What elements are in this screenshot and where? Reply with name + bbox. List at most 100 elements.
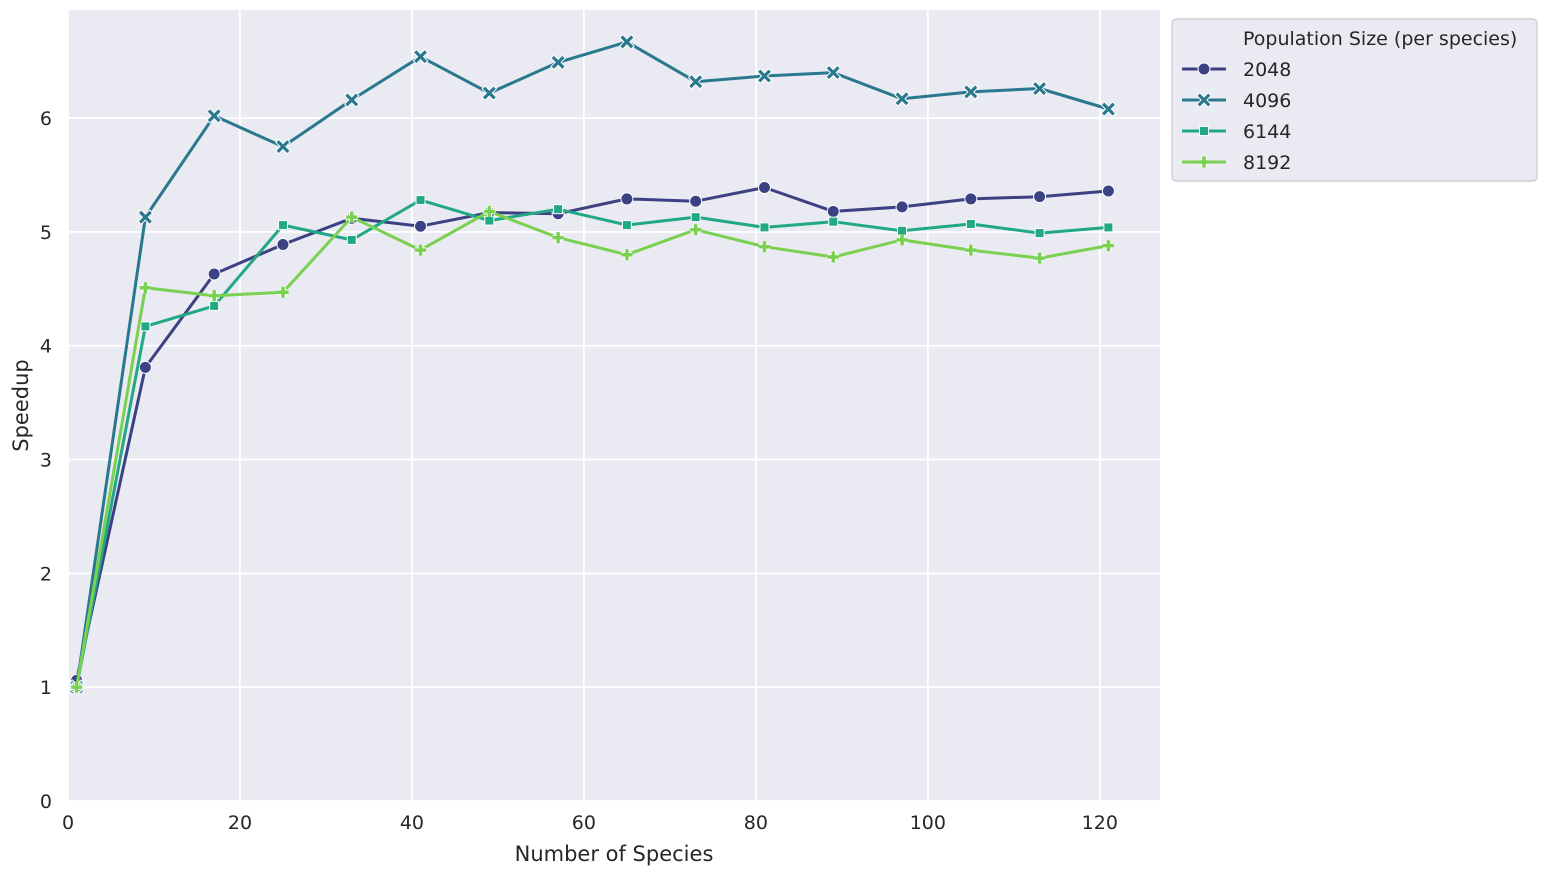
data-point-8192 <box>1102 240 1114 252</box>
data-point-2048 <box>964 192 978 206</box>
x-tick-label: 60 <box>572 812 596 834</box>
data-point-2048 <box>826 204 840 218</box>
legend-marker <box>1196 92 1212 108</box>
data-point-8192 <box>690 224 702 236</box>
marker-stroke <box>1101 102 1115 116</box>
data-point-4096 <box>825 64 842 81</box>
marker-stroke <box>414 50 427 64</box>
y-tick-label: 4 <box>40 336 52 358</box>
legend-marker <box>1199 126 1209 136</box>
data-point-6144 <box>277 220 288 231</box>
data-point-6144 <box>759 222 770 233</box>
marker-stroke <box>346 211 358 223</box>
data-point-4096 <box>275 138 291 155</box>
y-tick-label: 3 <box>40 450 52 472</box>
marker-stroke <box>138 210 152 224</box>
data-point-4096 <box>481 85 498 101</box>
data-point-6144 <box>1103 222 1114 233</box>
marker-stroke <box>208 290 220 302</box>
legend-marker <box>1197 62 1211 76</box>
series-2048 <box>70 181 1115 687</box>
marker-stroke <box>620 35 634 49</box>
marker-stroke <box>621 249 633 261</box>
marker-stroke <box>689 75 703 89</box>
plot-area <box>68 10 1160 801</box>
x-tick-label: 0 <box>62 812 74 834</box>
series-layer <box>68 33 1117 696</box>
marker-stroke <box>71 681 83 693</box>
x-axis-label: Number of Species <box>515 842 714 866</box>
data-point-4096 <box>619 33 635 50</box>
y-axis-label: Speedup <box>9 359 33 451</box>
gridlines <box>67 10 1160 802</box>
x-tick-label: 100 <box>910 812 946 834</box>
marker-stroke <box>1197 93 1211 107</box>
legend-item-6144: 6144 <box>1182 121 1291 143</box>
legend-item-4096: 4096 <box>1182 90 1291 112</box>
data-point-6144 <box>965 218 976 229</box>
data-point-6144 <box>1034 228 1045 239</box>
legend-title: Population Size (per species) <box>1243 28 1517 50</box>
legend-item-8192: 8192 <box>1182 152 1291 174</box>
data-point-4096 <box>962 84 979 100</box>
data-point-4096 <box>412 48 429 65</box>
data-point-2048 <box>207 267 221 281</box>
y-tick-label: 2 <box>40 563 52 585</box>
data-point-4096 <box>550 54 566 71</box>
data-point-2048 <box>895 200 909 214</box>
series-line-2048 <box>75 186 1109 681</box>
y-tick-label: 1 <box>40 677 52 699</box>
data-point-6144 <box>553 204 564 215</box>
x-tick-label: 80 <box>744 812 768 834</box>
data-point-4096 <box>894 90 910 107</box>
data-point-6144 <box>415 195 426 206</box>
data-point-8192 <box>208 290 220 302</box>
legend-marker <box>1198 156 1210 168</box>
series-line-4096 <box>75 40 1109 688</box>
marker-stroke <box>551 55 565 69</box>
marker-stroke <box>139 282 151 294</box>
legend-box <box>1171 18 1538 182</box>
data-point-2048 <box>757 181 771 195</box>
data-point-4096 <box>343 92 360 108</box>
legend-items: 2048 4096 6144 8192 <box>1182 59 1291 174</box>
data-point-8192 <box>71 681 83 693</box>
data-point-8192 <box>139 282 151 294</box>
marker-stroke <box>826 66 840 80</box>
marker-stroke <box>690 224 702 236</box>
data-point-4096 <box>1100 101 1117 117</box>
data-point-8192 <box>277 286 289 298</box>
series-4096 <box>68 33 1117 696</box>
data-point-6144 <box>346 234 357 245</box>
data-point-8192 <box>483 205 495 217</box>
data-point-8192 <box>1034 252 1046 264</box>
data-point-8192 <box>896 234 908 246</box>
x-tick-label: 40 <box>400 812 424 834</box>
marker-stroke <box>965 244 977 256</box>
data-point-6144 <box>828 216 839 227</box>
marker-stroke <box>758 69 771 83</box>
marker-stroke <box>1198 156 1210 168</box>
marker-stroke <box>482 86 496 100</box>
data-point-2048 <box>414 219 428 233</box>
marker-stroke <box>1102 240 1114 252</box>
marker-stroke <box>1034 252 1046 264</box>
data-point-6144 <box>484 215 495 226</box>
marker-stroke <box>276 140 290 154</box>
x-tick-label: 120 <box>1082 812 1118 834</box>
y-tick-label: 0 <box>40 791 52 813</box>
data-point-8192 <box>415 244 427 256</box>
marker-stroke <box>1033 82 1047 95</box>
data-point-8192 <box>965 244 977 256</box>
marker-stroke <box>895 92 909 106</box>
marker-stroke <box>415 244 427 256</box>
series-line-8192 <box>75 209 1109 688</box>
data-point-2048 <box>1101 184 1115 198</box>
data-point-2048 <box>276 237 290 251</box>
marker-stroke <box>345 93 359 107</box>
data-point-6144 <box>140 321 151 332</box>
y-tick-label: 5 <box>40 222 52 244</box>
data-point-2048 <box>138 360 152 374</box>
legend-label: 4096 <box>1243 90 1291 112</box>
data-point-8192 <box>621 249 633 261</box>
